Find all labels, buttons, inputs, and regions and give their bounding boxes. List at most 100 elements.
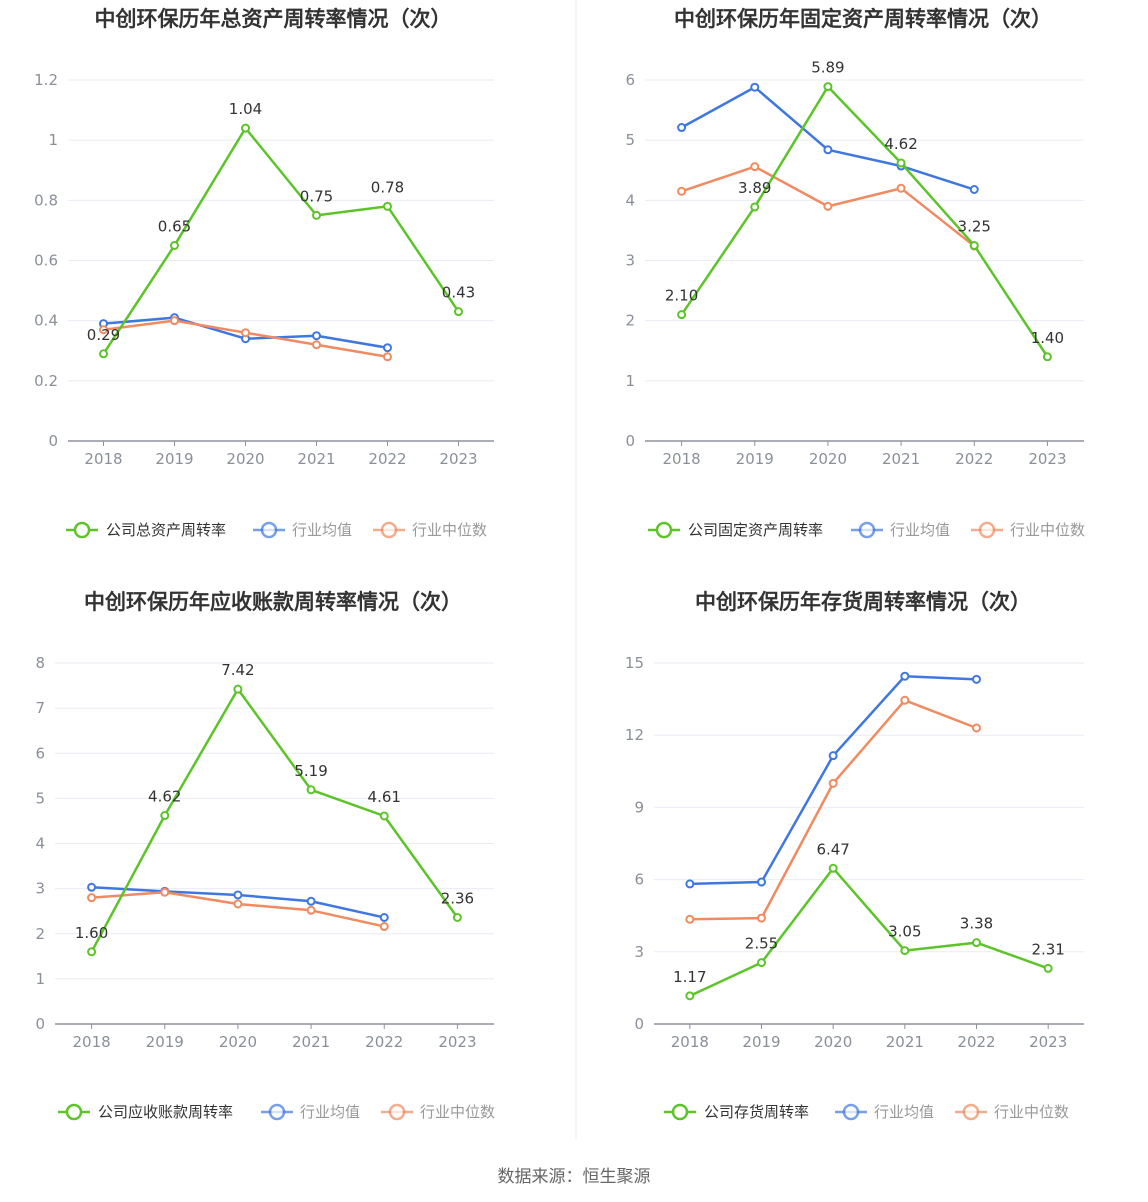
chart-1: 中创环保历年总资产周转率情况（次） 0 0.2 0.4 0.6 0.8 1 1.2 2018 20… (34, 7, 494, 539)
data-point-industry_median (379, 922, 389, 932)
x-tick-label: 2019 (155, 450, 193, 468)
data-label: 2.36 (441, 890, 474, 908)
legend-label: 行业中位数 (994, 1103, 1069, 1121)
data-label: 1.04 (229, 100, 262, 118)
chart-title: 中创环保历年固定资产周转率情况（次） (674, 7, 1052, 31)
x-tick-label: 2022 (368, 450, 406, 468)
source-note: 数据来源：恒生聚源 (497, 1167, 651, 1187)
chart-title: 中创环保历年应收账款周转率情况（次） (84, 590, 462, 614)
data-label: 2.10 (665, 287, 698, 305)
data-label: 5.89 (811, 59, 844, 77)
data-point-company (233, 684, 243, 694)
data-point-company (969, 240, 979, 250)
legend-label: 行业中位数 (1010, 521, 1085, 539)
legend-label: 行业均值 (292, 521, 352, 539)
x-tick-label: 2019 (742, 1033, 780, 1051)
x-tick-label: 2020 (226, 450, 264, 468)
data-point-company (99, 349, 108, 359)
data-point-company (677, 310, 687, 320)
legend-item-industry_median[interactable]: 行业中位数 (373, 521, 487, 539)
x-tick-label: 2022 (955, 450, 993, 468)
legend-marker-circle (268, 1103, 286, 1121)
data-point-company (685, 991, 695, 1001)
y-tick-label: 0 (625, 432, 635, 450)
x-tick-label: 2020 (814, 1033, 852, 1051)
legend-marker-circle (978, 521, 996, 539)
data-point-company (306, 785, 316, 795)
y-tick-label: 0.6 (34, 252, 58, 270)
data-label: 0.65 (158, 217, 191, 235)
data-point-company (757, 958, 766, 968)
data-label: 3.38 (960, 915, 993, 933)
legend-item-company[interactable]: 公司总资产周转率 (66, 521, 226, 539)
x-tick-label: 2020 (809, 450, 847, 468)
data-point-industry_median (87, 893, 97, 903)
legend-item-industry_avg[interactable]: 行业均值 (851, 521, 950, 539)
data-point-company (896, 158, 906, 168)
data-point-company (452, 913, 462, 923)
data-label: 0.75 (300, 187, 333, 205)
y-tick-label: 9 (634, 798, 644, 816)
legend-item-industry_avg[interactable]: 行业均值 (835, 1103, 934, 1121)
y-tick-label: 2 (625, 312, 635, 330)
legend-label: 行业中位数 (412, 521, 487, 539)
x-tick-label: 2023 (439, 450, 477, 468)
y-tick-label: 6 (634, 871, 644, 889)
data-point-industry_median (99, 325, 108, 335)
series-line-company (90, 687, 459, 953)
legend-label: 公司存货周转率 (704, 1103, 809, 1121)
legend-item-industry_median[interactable]: 行业中位数 (955, 1103, 1069, 1121)
y-tick-label: 6 (35, 744, 45, 762)
x-tick-label: 2023 (1029, 1033, 1067, 1051)
data-point-company (379, 811, 389, 821)
legend-item-company[interactable]: 公司应收账款周转率 (58, 1103, 233, 1121)
data-point-industry_avg (750, 82, 760, 92)
data-point-company (900, 946, 910, 956)
legend-item-industry_median[interactable]: 行业中位数 (971, 521, 1085, 539)
legend-item-industry_avg[interactable]: 行业均值 (261, 1103, 360, 1121)
data-point-industry_avg (383, 343, 392, 353)
data-point-industry_avg (677, 123, 687, 133)
y-tick-label: 3 (625, 252, 635, 270)
legend-marker-circle (73, 521, 91, 539)
data-point-industry_avg (685, 879, 695, 889)
data-point-company (823, 82, 833, 92)
legend-item-company[interactable]: 公司固定资产周转率 (648, 521, 823, 539)
data-point-company (170, 240, 179, 250)
x-tick-label: 2020 (219, 1033, 257, 1051)
y-tick-label: 0.8 (34, 191, 58, 209)
legend-label: 行业均值 (300, 1103, 360, 1121)
legend-item-company[interactable]: 公司存货周转率 (664, 1103, 809, 1121)
data-point-company (160, 811, 170, 821)
data-point-industry_avg (757, 877, 766, 887)
y-tick-label: 7 (35, 699, 45, 717)
data-point-industry_avg (233, 890, 243, 900)
series-line-company (689, 867, 1049, 997)
chart-3: 中创环保历年应收账款周转率情况（次） 0 1 2 3 4 5 6 7 8 2018 2019 2020 2… (35, 590, 495, 1121)
data-label: 0.29 (87, 326, 120, 344)
x-tick-label: 2021 (882, 450, 920, 468)
legend-label: 公司应收账款周转率 (98, 1103, 233, 1121)
data-label: 7.42 (221, 661, 254, 679)
legend-item-industry_avg[interactable]: 行业均值 (253, 521, 352, 539)
data-point-industry_avg (969, 185, 979, 195)
data-label: 1.40 (1031, 329, 1064, 347)
y-tick-label: 3 (634, 943, 644, 961)
y-tick-label: 6 (625, 71, 635, 89)
legend-label: 行业均值 (874, 1103, 934, 1121)
y-tick-label: 1.2 (34, 71, 58, 89)
legend-item-industry_median[interactable]: 行业中位数 (381, 1103, 495, 1121)
x-tick-label: 2022 (365, 1033, 403, 1051)
data-point-industry_median (823, 201, 833, 211)
data-point-company (383, 201, 392, 211)
series-line-company (102, 126, 460, 355)
data-point-industry_median (757, 913, 766, 923)
y-tick-label: 0 (634, 1015, 644, 1033)
data-point-company (972, 938, 981, 948)
x-tick-label: 2021 (292, 1033, 330, 1051)
data-point-industry_median (312, 340, 321, 350)
y-tick-label: 4 (35, 835, 45, 853)
y-tick-label: 5 (625, 131, 635, 149)
y-tick-label: 1 (625, 372, 635, 390)
x-tick-label: 2019 (736, 450, 774, 468)
